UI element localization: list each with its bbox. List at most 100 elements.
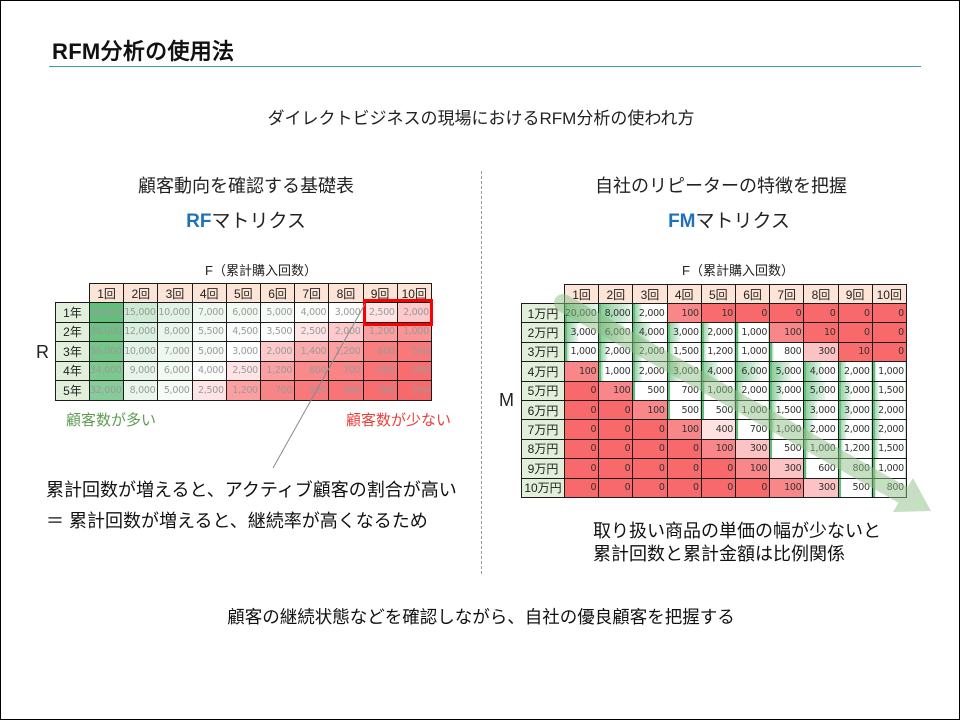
row-header: 3年 [55,341,90,362]
row-header: 5万円 [521,380,565,401]
table-cell: 600 [803,458,839,479]
fm-note-line-2: 累計回数と累計金額は比例関係 [593,544,845,564]
table-cell: 10 [803,322,839,343]
table-cell: 1,000 [563,341,600,363]
table-cell: 1,000 [803,438,839,460]
table-cell: 0 [871,341,907,363]
column-header: 2回 [598,284,634,304]
table-cell: 100 [666,302,702,324]
table-cell: 0 [598,458,634,479]
table-cell: 0 [734,302,771,324]
table-cell: 500 [396,341,432,362]
page-title: RFM分析の使用法 [52,39,235,64]
table-cell: 400 [328,380,364,401]
table-cell: 4,000 [191,360,227,381]
table-cell: 2,000 [632,361,668,382]
table-cell: 300 [769,458,805,479]
row-header: 4万円 [521,361,565,382]
table-cell: 4,500 [225,321,261,342]
table-cell: 0 [563,399,600,421]
row-header: 9万円 [521,458,565,479]
table-row: 7万円 0 0 0 100 400 700 1,000 2,000 2,000 2,000 [521,419,907,440]
table-cell: 400 [700,419,736,440]
row-header: 7万円 [521,419,565,440]
table-cell: 3,000 [666,322,702,343]
column-header: 2回 [123,283,159,303]
column-header: 4回 [191,283,227,303]
table-cell: 2,000 [396,302,432,323]
row-header: 3万円 [521,341,565,363]
table-cell: 2,000 [734,380,771,401]
table-cell: 2,000 [632,302,668,324]
table-cell: 0 [734,477,771,498]
title-underline [49,66,921,67]
table-cell: 1,000 [734,341,771,363]
table-cell: 400 [362,360,398,381]
table-cell: 600 [362,341,398,362]
table-cell: 0 [563,438,600,460]
table-cell: 10 [837,341,873,363]
table-cell: 1,200 [837,438,873,460]
table-cell: 1,000 [598,361,634,382]
legend-many-customers: 顧客数が多い [66,412,157,429]
table-cell: 100 [700,438,736,460]
fm-title-accent: FM [668,211,696,232]
section-divider [481,171,482,574]
table-cell: 8,000 [157,321,193,342]
rf-note-line-2: ＝ 累計回数が増えると、継続率が高くなるため [46,511,428,531]
header-row: 1回 2回 3回 4回 5回 6回 7回 8回 9回 10回 [522,284,907,304]
table-cell: 0 [837,302,873,324]
table-cell: 500 [700,399,736,421]
table-cell: 0 [666,438,702,460]
row-header: 2年 [55,321,90,342]
table-cell: 100 [563,361,600,382]
table-cell: 6,000 [157,360,193,381]
table-cell: 10 [700,302,736,324]
table-cell: 1,200 [328,341,364,362]
table-cell: 100 [734,458,771,479]
table-cell: 2,500 [191,380,227,401]
fm-section-heading: 自社のリピーターの特徴を把握 [595,176,847,196]
table-cell: 2,000 [837,419,873,440]
table-cell: 500 [666,399,702,421]
table-cell: 500 [769,438,805,460]
table-cell: 2,000 [259,341,296,362]
table-cell: 3,000 [769,380,805,401]
table-row: 2万円 3,000 6,000 4,000 3,000 2,000 1,000 100 10 0 0 [521,322,907,343]
table-cell: 5,000 [157,380,193,401]
table-cell: 0 [598,438,634,460]
table-cell: 1,200 [700,341,736,363]
table-cell: 100 [666,419,702,440]
table-cell: 1,200 [259,360,296,381]
column-header: 8回 [328,283,364,303]
table-cell: 300 [362,380,398,401]
table-cell: 1,000 [769,419,805,440]
corner-cell [522,285,565,304]
table-cell: 3,000 [563,322,600,343]
column-header: 10回 [396,283,432,303]
table-cell: 4,000 [803,361,839,382]
table-cell: 0 [769,302,805,324]
table-cell: 700 [666,380,702,401]
table-cell: 2,000 [871,399,907,421]
table-cell: 15,000 [123,302,159,323]
row-header: 10万円 [521,477,565,498]
table-cell: 0 [666,458,702,479]
row-header: 2万円 [521,322,565,343]
table-row: 1万円 20,000 8,000 2,000 100 10 0 0 0 0 0 [521,302,907,324]
table-cell: 700 [328,360,364,381]
table-cell: 300 [396,360,432,381]
table-row: 5年 32,000 8,000 5,000 2,500 1,200 700 500 400 300… [55,380,432,401]
table-cell: 8,000 [123,380,159,401]
table-cell: 0 [632,438,668,460]
rf-title-accent: RF [186,211,212,232]
table-cell: 0 [563,458,600,479]
header-row: 1回 2回 3回 4回 5回 6回 7回 8回 9回 10回 [56,283,432,303]
table-cell: 500 [632,380,668,401]
column-header: 6回 [734,284,771,304]
table-cell: 5,000 [803,380,839,401]
table-cell: 300 [803,341,839,363]
table-cell: 0 [666,477,702,498]
rf-section-heading: 顧客動向を確認する基礎表 [138,176,354,196]
